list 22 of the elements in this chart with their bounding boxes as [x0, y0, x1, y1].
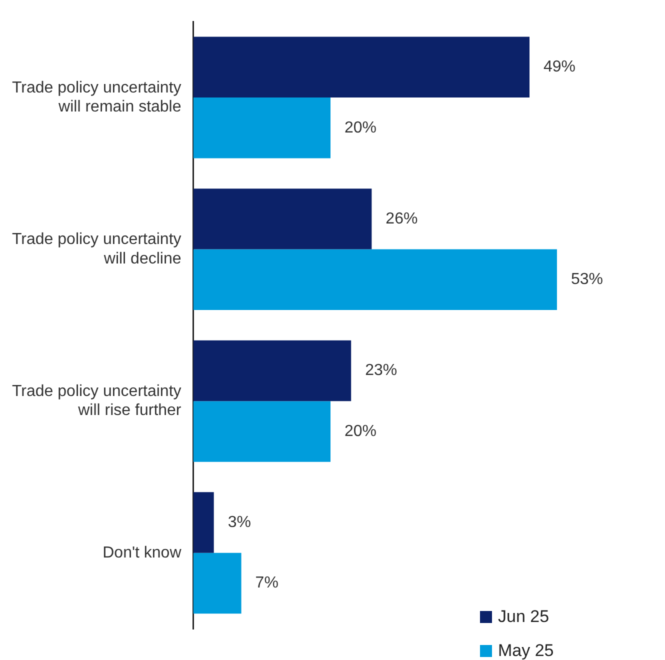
data-label: 20% — [344, 422, 377, 440]
y-tick-label: Trade policy uncertainty will remain stable — [12, 79, 182, 116]
bar — [193, 36, 530, 98]
y-tick-label: Don't know — [102, 544, 182, 562]
data-label: 23% — [365, 362, 398, 380]
legend-label: Jun 25 — [498, 607, 550, 627]
data-label: 49% — [544, 58, 576, 76]
legend-label: May 25 — [498, 641, 554, 660]
data-label: 20% — [344, 119, 377, 136]
bar — [193, 492, 214, 553]
bar — [193, 552, 242, 614]
y-tick-label: Trade policy uncertainty will rise further — [12, 382, 182, 420]
bar — [193, 98, 331, 158]
data-label: 26% — [386, 210, 418, 228]
data-label: 3% — [228, 514, 251, 531]
y-tick-label: Trade policy uncertainty will decline — [12, 231, 182, 268]
bar — [193, 249, 557, 310]
bar — [193, 401, 331, 462]
bar — [193, 188, 372, 250]
data-label: 53% — [570, 271, 603, 288]
bar — [193, 340, 352, 402]
data-label: 7% — [255, 574, 278, 592]
